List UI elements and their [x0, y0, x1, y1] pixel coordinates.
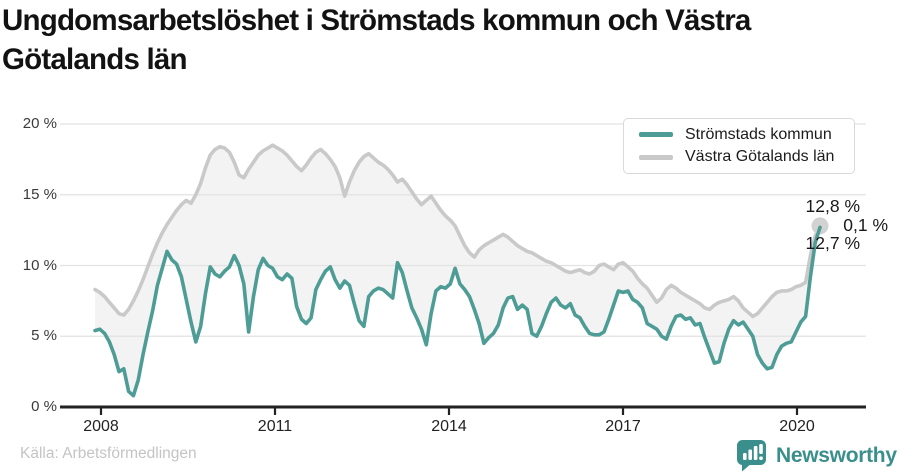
legend-swatch-stromstad: [639, 132, 673, 137]
y-tick-label: 15 %: [22, 186, 57, 203]
brand-name: Newsworthy: [776, 443, 897, 467]
y-tick-label: 5 %: [31, 327, 57, 344]
annotation-county-end-value: 12,8 %: [805, 196, 860, 216]
legend-item-stromstad: Strömstads kommun: [624, 126, 854, 144]
legend: Strömstads kommun Västra Götalands län: [623, 118, 855, 174]
y-tick-label: 10 %: [22, 257, 57, 274]
y-tick-label: 20 %: [22, 115, 57, 132]
x-tick-label: 2008: [83, 418, 119, 435]
series-line-vastra-gotaland: [93, 143, 822, 319]
x-tick-label: 2017: [605, 418, 641, 435]
x-tick-label: 2020: [779, 418, 815, 435]
chart-title: Ungdomsarbetslöshet i Strömstads kommun …: [2, 4, 751, 76]
legend-label: Västra Götalands län: [685, 148, 835, 166]
legend-item-vastra-gotaland: Västra Götalands län: [624, 148, 854, 166]
brand-logo: Newsworthy: [736, 439, 897, 472]
y-tick-label: 0 %: [31, 398, 57, 415]
annotation-municipality-end-value: 12,7 %: [805, 233, 860, 253]
annotation-difference-value: 0,1 %: [843, 215, 888, 235]
legend-swatch-vastra-gotaland: [639, 155, 673, 160]
source-credit: Källa: Arbetsförmedlingen: [20, 445, 197, 462]
series-line-stromstad: [93, 225, 822, 398]
legend-label: Strömstads kommun: [685, 125, 832, 143]
newsworthy-icon: [737, 440, 766, 472]
x-tick-label: 2011: [257, 418, 293, 435]
x-tick-label: 2014: [431, 418, 467, 435]
